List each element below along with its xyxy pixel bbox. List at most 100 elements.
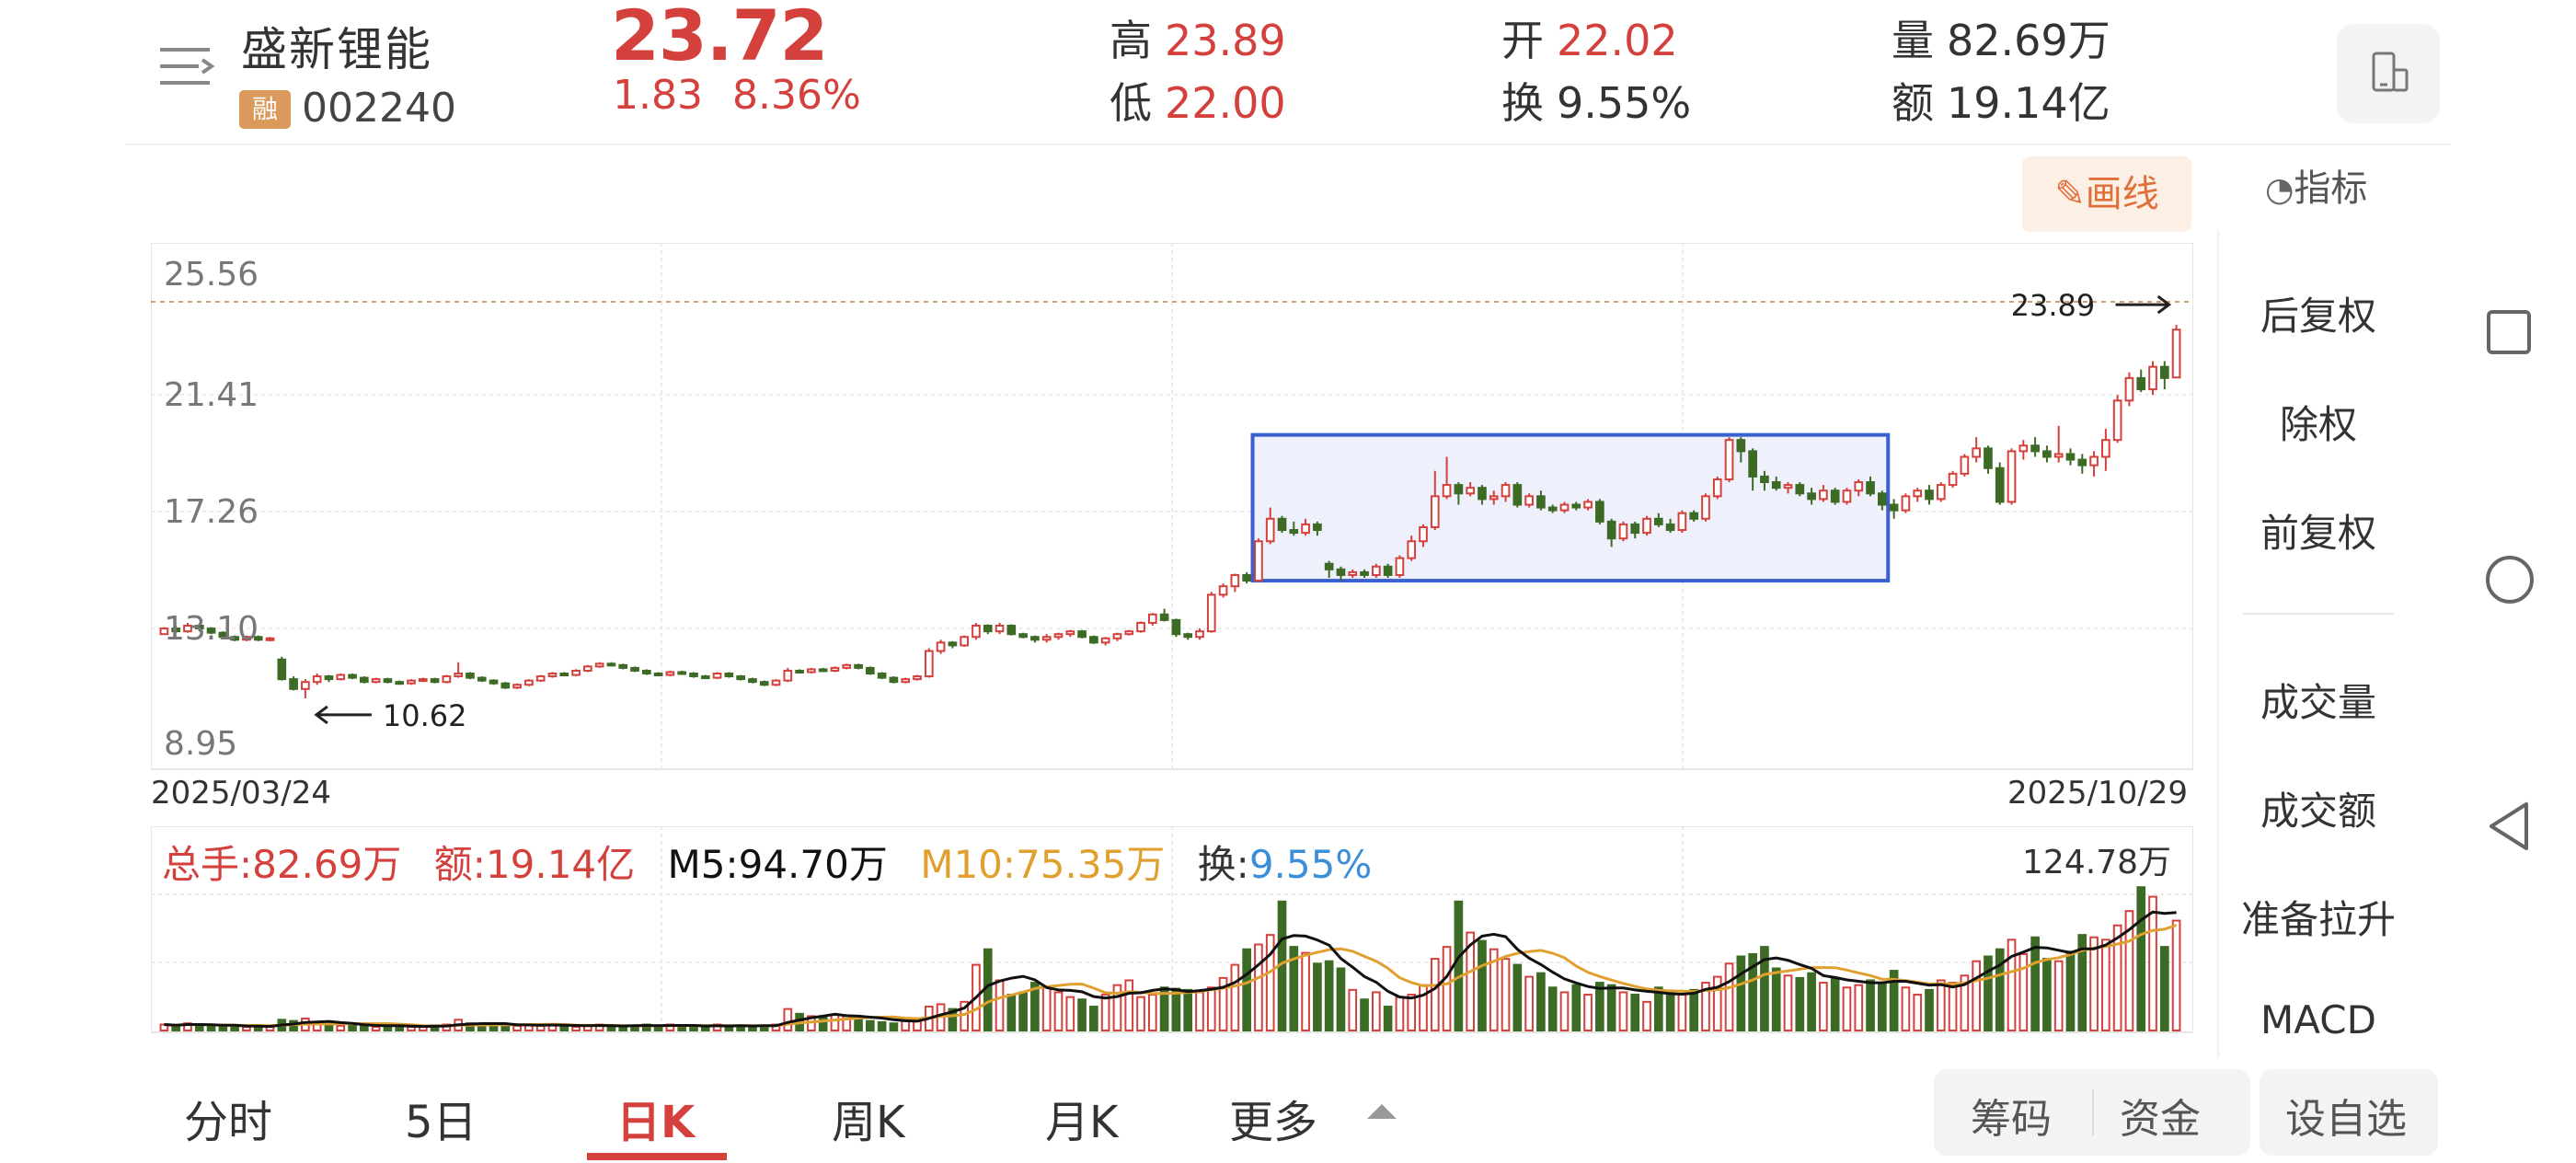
candle-body (253, 636, 263, 641)
candle-body (289, 678, 298, 690)
candle-body (1559, 503, 1570, 512)
volume-bar (218, 1026, 228, 1032)
candle-body (1089, 636, 1098, 644)
candle-body (936, 641, 946, 652)
tab-weekly-k[interactable]: 周K (832, 1097, 905, 1148)
candle (983, 624, 993, 635)
volume-bar (2171, 919, 2181, 1031)
stat-amount-label: 额 (1892, 78, 1934, 128)
candle-body (500, 682, 511, 689)
candlestick-chart[interactable]: 25.56 21.41 17.26 13.10 8.95 23.89 10.62 (151, 243, 2193, 777)
candle-body (1313, 523, 1322, 532)
volume-bar (1112, 984, 1122, 1032)
menu-icon[interactable] (155, 42, 219, 98)
home-icon[interactable] (2484, 554, 2536, 605)
candle-body (1112, 633, 1122, 639)
volume-bar (1301, 951, 1310, 1032)
candle-body (1324, 562, 1334, 570)
macd-indicator-button[interactable]: MACD (2260, 997, 2376, 1034)
volume-bar (2159, 946, 2169, 1032)
chips-button[interactable]: 筹码 (1971, 1096, 2052, 1143)
volume-chart[interactable] (151, 826, 2193, 1034)
amount-indicator-button[interactable]: 成交额 (2260, 789, 2376, 834)
candle (1041, 634, 1052, 643)
candle (1736, 437, 1746, 463)
candle-body (1277, 517, 1287, 532)
candle-body (818, 668, 828, 673)
adjust-backward-button[interactable]: 后复权 (2260, 294, 2376, 339)
candle (1948, 470, 1958, 489)
ex-rights-button[interactable]: 除权 (2279, 402, 2357, 447)
ready-rise-indicator-button[interactable]: 准备拉升 (2240, 897, 2396, 942)
volume-bar (1689, 988, 1699, 1031)
volume-bar (1630, 994, 1640, 1032)
candle (454, 662, 464, 678)
candle (430, 677, 440, 684)
candle (960, 635, 969, 647)
y-tick-label: 21.41 (164, 376, 259, 414)
stat-low: 低 22.00 (1110, 70, 1286, 131)
volume-bar (1383, 1006, 1393, 1032)
candle (371, 677, 381, 684)
candle (1524, 493, 1534, 508)
candle-body (771, 679, 781, 686)
volume-bar (1065, 996, 1075, 1032)
candle (1889, 499, 1899, 519)
candle-body (2007, 450, 2017, 503)
candle (877, 672, 887, 680)
candle-body (183, 625, 192, 633)
candle-body (1254, 540, 1263, 582)
funds-button[interactable]: 资金 (2120, 1096, 2201, 1143)
add-watchlist-button[interactable]: 设自选 (2285, 1096, 2407, 1143)
candle-body (1819, 489, 1828, 501)
candle (1336, 566, 1346, 582)
volume-bar (1819, 982, 1828, 1032)
caret-up-icon[interactable] (1367, 1104, 1397, 1119)
volume-bar (1760, 946, 1769, 1032)
volume-bar (1984, 955, 1993, 1031)
candle (1242, 571, 1251, 584)
draw-line-button[interactable]: ✎画线 (2022, 156, 2191, 232)
tab-more[interactable]: 更多 (1229, 1097, 1318, 1148)
tab-monthly-k[interactable]: 月K (1045, 1097, 1119, 1148)
candle-body (618, 663, 628, 669)
tab-5day[interactable]: 5日 (405, 1097, 477, 1148)
candle (2148, 361, 2157, 396)
candle (1536, 490, 1546, 511)
candle (1324, 560, 1334, 579)
candle (489, 679, 499, 685)
candle-body (1701, 495, 1710, 520)
volume-bar (1712, 975, 1722, 1032)
candle-body (866, 666, 875, 675)
tab-intraday[interactable]: 分时 (184, 1097, 273, 1148)
candle-body (194, 625, 204, 630)
stat-low-value: 22.00 (1165, 78, 1286, 128)
adjust-forward-button[interactable]: 前复权 (2260, 511, 2376, 556)
volume-bar (1936, 979, 1946, 1031)
volume-bar (2089, 936, 2099, 1031)
candle-body (2089, 455, 2099, 466)
landscape-toggle-button[interactable] (2337, 24, 2440, 123)
volume-bar (748, 1026, 757, 1032)
recents-icon[interactable] (2484, 307, 2536, 359)
back-icon[interactable] (2484, 800, 2536, 852)
stat-amount: 额 19.14亿 (1892, 70, 2110, 131)
change-abs: 1.83 (613, 72, 703, 119)
volume-indicator-button[interactable]: 成交量 (2260, 680, 2376, 725)
right-panel (2217, 230, 2431, 1058)
tab-daily-k[interactable]: 日K (616, 1097, 696, 1148)
candle-body (1536, 495, 1546, 509)
stat-high-value: 23.89 (1165, 16, 1286, 65)
y-tick-label: 8.95 (164, 725, 237, 763)
candle-body (242, 636, 251, 641)
volume-bar (818, 1016, 828, 1032)
indicator-button[interactable]: ◔指标 (2265, 158, 2367, 212)
candle-body (277, 658, 287, 681)
candle-body (383, 678, 393, 684)
candle-body (807, 668, 816, 674)
candle-body (665, 671, 675, 676)
candle (206, 627, 216, 635)
y-tick-label: 13.10 (164, 610, 259, 648)
candle (1395, 555, 1405, 579)
candle-body (2124, 376, 2134, 402)
